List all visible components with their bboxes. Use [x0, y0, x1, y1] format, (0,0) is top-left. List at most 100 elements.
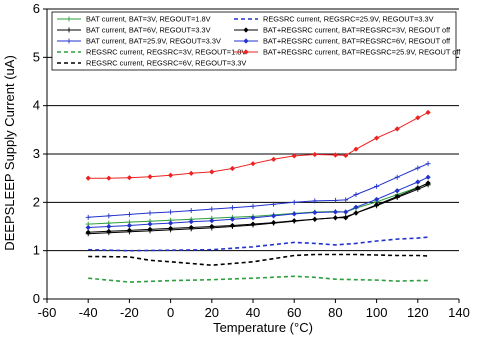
x-tick-label-10: 140	[448, 305, 470, 320]
data-point-6-12	[332, 215, 338, 221]
legend-entry-0: BAT current, BAT=3V, REGOUT=1.8V	[57, 15, 211, 24]
x-tick-label-0: -60	[38, 305, 57, 320]
data-point-8-2	[126, 175, 132, 181]
axes	[43, 8, 460, 303]
legend-label-7: BAT+REGSRC current, BAT=REGSRC=6V, REGOU…	[263, 37, 451, 46]
data-point-6-14	[353, 210, 359, 216]
data-point-7-9	[271, 213, 277, 219]
data-point-6-2	[126, 227, 132, 233]
data-point-2-4	[168, 209, 174, 215]
y-tick-label-0: 0	[33, 291, 40, 306]
legend-entry-6: BAT+REGSRC current, BAT=REGSRC=3V, REGOU…	[234, 26, 451, 35]
data-point-8-11	[312, 151, 318, 158]
legend-label-2: BAT current, BAT=25.9V, REGOUT=3.3V	[86, 37, 221, 46]
data-point-2-9	[271, 201, 277, 207]
legend-marker-2	[66, 38, 72, 44]
series-6	[85, 180, 431, 235]
legend-entry-2: BAT current, BAT=25.9V, REGOUT=3.3V	[57, 37, 221, 46]
data-point-6-17	[415, 185, 421, 191]
data-point-7-5	[188, 219, 194, 225]
data-point-7-6	[209, 218, 215, 224]
data-point-8-5	[188, 170, 194, 176]
legend-label-0: BAT current, BAT=3V, REGOUT=1.8V	[86, 15, 211, 24]
legend-label-1: BAT current, BAT=6V, REGOUT=3.3V	[86, 26, 211, 35]
x-tick-label-9: 120	[407, 305, 429, 320]
data-point-6-11	[312, 216, 318, 222]
legend-entry-4: REGSRC current, REGSRC=6V, REGOUT=3.3V	[57, 59, 246, 68]
data-point-7-1	[106, 223, 112, 230]
x-tick-label-1: -40	[79, 305, 98, 320]
y-tick-label-2: 2	[33, 194, 40, 209]
data-point-7-4	[168, 220, 174, 226]
data-point-2-7	[229, 205, 235, 211]
series-7	[85, 174, 431, 231]
data-point-8-13	[343, 152, 349, 159]
series-8	[85, 109, 431, 181]
data-point-8-3	[147, 174, 153, 180]
y-axis-label: DEEPSLEEP Supply Current (uA)	[2, 55, 17, 251]
data-point-2-11	[312, 198, 318, 204]
plot-series	[85, 109, 431, 283]
data-point-6-16	[394, 193, 400, 200]
data-point-7-17	[415, 179, 421, 185]
data-point-6-15	[374, 202, 380, 208]
data-point-8-1	[106, 175, 112, 181]
data-point-8-18	[425, 109, 431, 116]
y-tick-label-5: 5	[33, 49, 40, 64]
series-4	[88, 253, 429, 267]
y-tick-label-4: 4	[33, 98, 40, 113]
legend-entry-1: BAT current, BAT=6V, REGOUT=3.3V	[57, 26, 211, 35]
x-axis-label: Temperature (°C)	[213, 320, 313, 335]
legend-label-6: BAT+REGSRC current, BAT=REGSRC=3V, REGOU…	[263, 26, 451, 35]
tick-labels: -60 -40 -20 0 20 40 60 80 100 120 140 0 1 2 3 4 5 6	[33, 1, 470, 320]
series-line-4	[88, 253, 429, 267]
series-1	[85, 182, 431, 237]
data-point-2-13	[343, 197, 349, 203]
data-point-7-10	[291, 211, 297, 217]
data-point-6-13	[343, 215, 349, 221]
data-point-8-0	[85, 175, 91, 181]
data-point-6-0	[85, 229, 91, 235]
x-tick-label-2: -20	[120, 305, 139, 320]
data-point-8-17	[415, 115, 421, 121]
data-point-8-15	[374, 135, 380, 141]
data-point-7-8	[250, 215, 256, 221]
legend-label-4: REGSRC current, REGSRC=6V, REGOUT=3.3V	[86, 59, 246, 68]
series-line-5	[88, 236, 429, 252]
data-point-6-10	[291, 218, 297, 224]
data-point-7-12	[332, 209, 338, 215]
x-tick-label-8: 100	[366, 305, 388, 320]
data-point-6-3	[147, 226, 153, 232]
legend-marker-0	[66, 16, 72, 22]
data-point-2-18	[425, 161, 431, 167]
data-point-2-16	[394, 174, 400, 180]
data-point-8-10	[291, 153, 297, 159]
legend-entry-8: BAT+REGSRC current, BAT=REGSRC=25.9V, RE…	[234, 48, 461, 57]
data-point-7-3	[147, 221, 153, 227]
legend-marker-6	[243, 27, 249, 33]
y-tick-label-3: 3	[33, 146, 40, 161]
data-point-7-14	[353, 204, 359, 210]
data-point-8-4	[168, 172, 174, 178]
data-point-7-0	[85, 224, 91, 231]
y-tick-label-1: 1	[33, 243, 40, 258]
data-point-6-1	[106, 228, 112, 234]
data-point-8-14	[353, 146, 359, 152]
data-point-6-6	[209, 223, 215, 230]
data-point-2-8	[250, 203, 256, 209]
series-line-3	[88, 275, 429, 283]
data-point-8-12	[332, 152, 338, 158]
data-point-7-11	[312, 209, 318, 216]
x-tick-label-6: 60	[287, 305, 301, 320]
data-point-7-16	[394, 188, 400, 194]
x-tick-label-4: 20	[205, 305, 219, 320]
data-point-7-2	[126, 222, 132, 229]
x-tick-label-7: 80	[328, 305, 342, 320]
legend-entry-3: REGSRC current, REGSRC=3V, REGOUT=1.8V	[57, 48, 246, 57]
series-3	[88, 275, 429, 283]
legend-label-3: REGSRC current, REGSRC=3V, REGOUT=1.8V	[86, 48, 246, 57]
data-point-2-15	[374, 183, 380, 189]
data-point-7-15	[374, 196, 380, 203]
legend: BAT current, BAT=3V, REGOUT=1.8V BAT curr…	[51, 11, 461, 71]
